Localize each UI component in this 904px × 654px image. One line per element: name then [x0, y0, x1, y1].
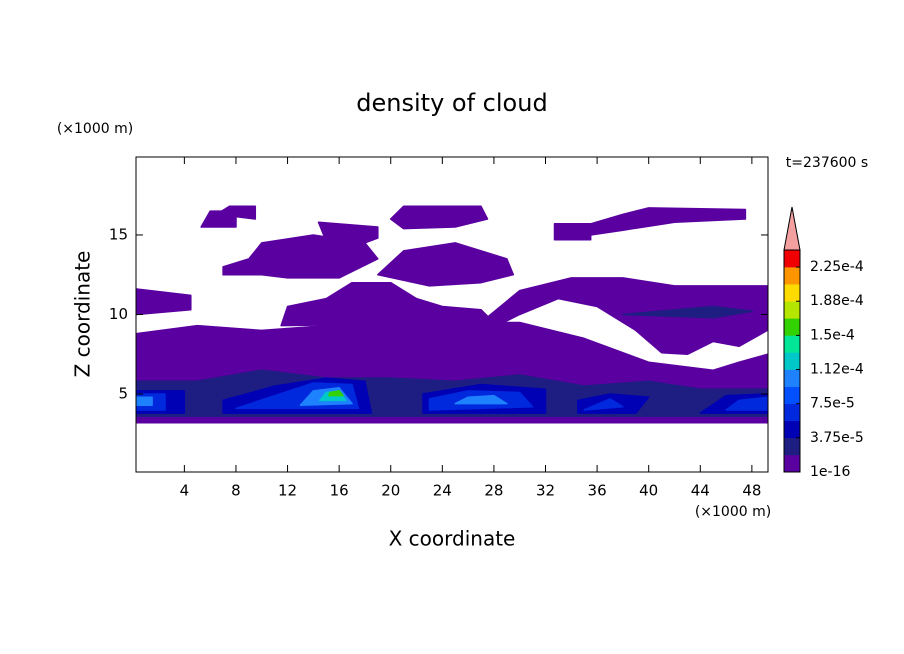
contour-region — [622, 305, 753, 319]
x-tick-label: 36 — [588, 482, 607, 500]
colorbar-band — [784, 335, 800, 353]
colorbar-tick-label: 1.88e-4 — [810, 293, 864, 309]
colorbar-band — [784, 352, 800, 370]
colorbar-band — [784, 437, 800, 456]
x-tick-label: 20 — [381, 482, 400, 500]
colorbar-band — [784, 454, 800, 473]
x-tick-label: 16 — [330, 482, 349, 500]
colorbar-band — [784, 250, 800, 268]
y-tick-label: 15 — [109, 225, 128, 243]
colorbar-tick-label: 1.5e-4 — [810, 327, 855, 343]
colorbar-band — [784, 267, 800, 285]
colorbar-extend — [783, 206, 801, 251]
x-tick-label: 40 — [639, 482, 658, 500]
contour-region — [480, 277, 768, 356]
x-tick-label: 48 — [742, 482, 761, 500]
contour-region — [377, 242, 515, 287]
colorbar-tick-label: 3.75e-5 — [810, 430, 864, 446]
chart-title: density of cloud — [356, 89, 547, 117]
x-tick-label: 12 — [278, 482, 297, 500]
y-tick-label: 10 — [109, 305, 128, 323]
contour-region — [725, 396, 768, 411]
x-axis-label: X coordinate — [389, 527, 516, 551]
colorbar-band — [784, 386, 800, 404]
colorbar-band — [784, 420, 800, 439]
colorbar-band — [784, 403, 800, 422]
x-tick-label: 44 — [691, 482, 710, 500]
colorbar-tick-label: 1e-16 — [810, 464, 850, 480]
colorbar-band — [784, 284, 800, 302]
colorbar-band — [784, 301, 800, 319]
contour-region — [553, 223, 592, 241]
colorbar-band — [784, 318, 800, 336]
y-tick-label: 5 — [118, 385, 128, 403]
contour-region — [454, 394, 508, 405]
contour-region — [328, 390, 344, 397]
contour-region — [589, 207, 747, 236]
contour-region — [215, 205, 257, 220]
contour-region — [280, 281, 495, 327]
x-tick-label: 32 — [536, 482, 555, 500]
colorbar-band — [784, 369, 800, 387]
y-unit: (×1000 m) — [57, 121, 133, 137]
x-tick-label: 4 — [180, 482, 190, 500]
colorbar-tick-label: 2.25e-4 — [810, 259, 864, 275]
y-axis-label: Z coordinate — [71, 251, 95, 378]
colorbar-tick-label: 1.12e-4 — [810, 362, 864, 378]
time-label: t=237600 s — [786, 155, 868, 171]
contour-region — [136, 288, 192, 316]
contour-region — [583, 398, 624, 411]
colorbar-tick-label: 7.5e-5 — [810, 396, 855, 412]
x-tick-label: 28 — [484, 482, 503, 500]
colorbar-frame — [783, 249, 801, 473]
x-tick-label: 8 — [231, 482, 241, 500]
x-unit: (×1000 m) — [695, 504, 771, 520]
contour-region — [389, 205, 489, 230]
x-tick-label: 24 — [433, 482, 452, 500]
contour-region — [317, 221, 379, 249]
contour-region — [136, 396, 153, 406]
